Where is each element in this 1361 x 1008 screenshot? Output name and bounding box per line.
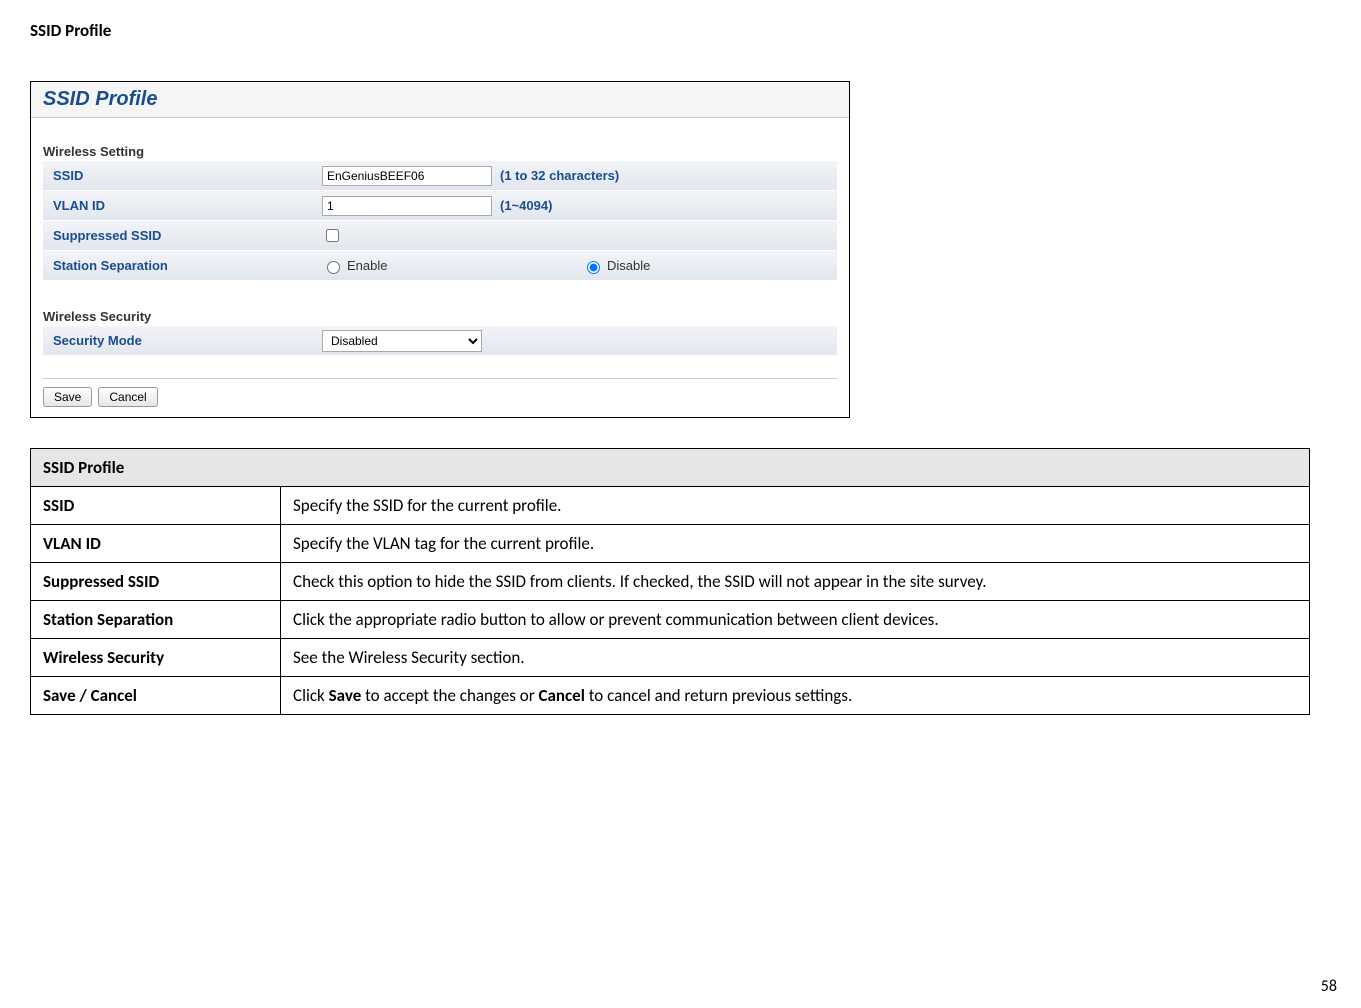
ssid-profile-screenshot: SSID Profile Wireless Setting SSID (1 to…: [30, 81, 850, 418]
description-table: SSID Profile SSID Specify the SSID for t…: [30, 448, 1310, 715]
separation-cell: Enable Disable: [318, 255, 837, 277]
ssid-hint: (1 to 32 characters): [500, 168, 619, 183]
security-cell: Disabled: [318, 327, 837, 355]
table-label: Save / Cancel: [31, 677, 281, 715]
row-ssid: SSID (1 to 32 characters): [43, 161, 837, 191]
page-number: 58: [1321, 977, 1337, 996]
table-label: Suppressed SSID: [31, 563, 281, 601]
separation-enable-radio[interactable]: [327, 261, 340, 274]
row-suppressed: Suppressed SSID: [43, 221, 837, 251]
button-row: Save Cancel: [43, 387, 837, 407]
vlan-hint: (1~4094): [500, 198, 552, 213]
vlan-input[interactable]: [322, 196, 492, 216]
cancel-button[interactable]: Cancel: [98, 387, 157, 407]
screenshot-body: Wireless Setting SSID (1 to 32 character…: [31, 118, 849, 417]
suppressed-checkbox[interactable]: [326, 229, 339, 242]
suppressed-label: Suppressed SSID: [43, 224, 318, 247]
table-desc: Specify the SSID for the current profile…: [281, 487, 1310, 525]
sc-post: to cancel and return previous settings.: [585, 685, 852, 706]
divider: [43, 378, 837, 379]
table-row: Station Separation Click the appropriate…: [31, 601, 1310, 639]
ssid-input[interactable]: [322, 166, 492, 186]
vlan-cell: (1~4094): [318, 193, 837, 219]
ssid-label: SSID: [43, 164, 318, 187]
separation-label: Station Separation: [43, 254, 318, 277]
page-title: SSID Profile: [30, 20, 1331, 41]
separation-enable-item: Enable: [322, 258, 582, 274]
screenshot-header: SSID Profile: [31, 82, 849, 118]
table-desc: Specify the VLAN tag for the current pro…: [281, 525, 1310, 563]
suppressed-cell: [318, 223, 837, 248]
table-label: SSID: [31, 487, 281, 525]
table-label: Station Separation: [31, 601, 281, 639]
sc-bold2: Cancel: [539, 685, 585, 706]
table-row: Wireless Security See the Wireless Secur…: [31, 639, 1310, 677]
ssid-cell: (1 to 32 characters): [318, 163, 837, 189]
row-separation: Station Separation Enable Disable: [43, 251, 837, 281]
security-select[interactable]: Disabled: [322, 330, 482, 352]
table-desc: See the Wireless Security section.: [281, 639, 1310, 677]
separation-enable-label: Enable: [347, 258, 387, 273]
table-label: Wireless Security: [31, 639, 281, 677]
table-header: SSID Profile: [31, 449, 1310, 487]
table-row-save-cancel: Save / Cancel Click Save to accept the c…: [31, 677, 1310, 715]
sc-mid: to accept the changes or: [361, 685, 538, 706]
table-desc: Check this option to hide the SSID from …: [281, 563, 1310, 601]
save-button[interactable]: Save: [43, 387, 92, 407]
separation-radio-group: Enable Disable: [322, 258, 833, 274]
table-label: VLAN ID: [31, 525, 281, 563]
table-header-row: SSID Profile: [31, 449, 1310, 487]
table-row: Suppressed SSID Check this option to hid…: [31, 563, 1310, 601]
table-desc-save-cancel: Click Save to accept the changes or Canc…: [281, 677, 1310, 715]
separation-disable-radio[interactable]: [587, 261, 600, 274]
row-vlan: VLAN ID (1~4094): [43, 191, 837, 221]
sc-bold1: Save: [329, 685, 362, 706]
wireless-setting-label: Wireless Setting: [43, 144, 837, 159]
table-row: SSID Specify the SSID for the current pr…: [31, 487, 1310, 525]
separation-disable-item: Disable: [582, 258, 650, 274]
row-security: Security Mode Disabled: [43, 326, 837, 356]
sc-pre: Click: [293, 685, 329, 706]
vlan-label: VLAN ID: [43, 194, 318, 217]
table-row: VLAN ID Specify the VLAN tag for the cur…: [31, 525, 1310, 563]
security-label: Security Mode: [43, 329, 318, 352]
separation-disable-label: Disable: [607, 258, 650, 273]
table-desc: Click the appropriate radio button to al…: [281, 601, 1310, 639]
wireless-security-label: Wireless Security: [43, 309, 837, 324]
